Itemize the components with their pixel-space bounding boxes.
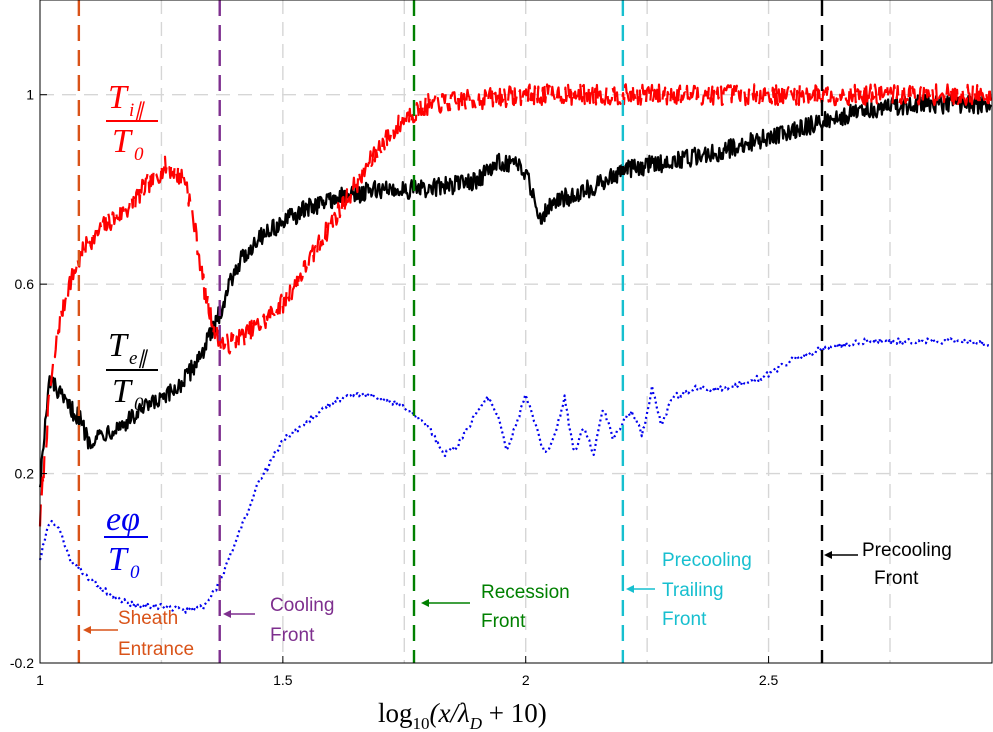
- annotation-sheath: Sheath Entrance: [83, 608, 194, 660]
- phi-label: eφ T 0: [104, 501, 148, 583]
- te-label-den-sub: 0: [134, 394, 144, 415]
- cooling-arrow-head: [223, 610, 231, 618]
- sheath-label-line2: Entrance: [118, 639, 194, 660]
- annotation-trailing: Precooling Trailing Front: [626, 550, 752, 630]
- x-axis-label-log: log: [378, 698, 413, 728]
- precooling-label-line2: Front: [874, 568, 919, 589]
- series-line-phi: [38, 337, 992, 614]
- trailing-label-line1: Precooling: [662, 550, 752, 571]
- phi-label-num: eφ: [106, 501, 140, 538]
- series-layer: [38, 83, 993, 614]
- recession-arrow-head: [421, 599, 429, 607]
- vline-layer: [77, 0, 824, 663]
- phi-label-den-sub: 0: [130, 562, 140, 583]
- x-axis-label-arg: (x/λ: [430, 698, 470, 728]
- trailing-label-line2: Trailing: [662, 580, 724, 601]
- y-tick-label: 0.6: [15, 276, 35, 292]
- y-tick-label: 1: [26, 87, 34, 103]
- x-tick-label: 2.5: [759, 672, 779, 688]
- cooling-label-line1: Cooling: [270, 595, 334, 616]
- annotation-cooling: Cooling Front: [223, 595, 334, 646]
- y-tick-label: -0.2: [10, 655, 34, 671]
- te-label-main: T: [108, 327, 129, 364]
- ti-label-den-sub: 0: [134, 144, 144, 165]
- phi-label-den: T: [108, 541, 129, 578]
- x-axis-label-rest: + 10): [482, 698, 547, 728]
- y-tick-label: 0.2: [15, 466, 35, 482]
- ti-label-den: T: [112, 123, 133, 160]
- sheath-label-line1: Sheath: [118, 608, 178, 629]
- te-label-sub: e∥: [129, 348, 148, 369]
- x-tick-label: 1.5: [273, 672, 293, 688]
- trailing-arrow-head: [626, 585, 634, 593]
- recession-label-line1: Recession: [481, 582, 570, 603]
- cooling-label-line2: Front: [270, 625, 315, 646]
- x-axis-label: log10(x/λD + 10): [378, 698, 547, 732]
- trailing-label-line3: Front: [662, 609, 707, 630]
- annotation-precooling: Precooling Front: [824, 540, 952, 589]
- x-axis-label-arg-sub: D: [469, 714, 483, 732]
- ti-label: T i∥ T 0: [106, 79, 158, 165]
- tick-layer: 1 1.5 2 2.5 -0.2 0.2 0.6 1: [10, 87, 779, 688]
- precooling-arrow-head: [824, 551, 832, 559]
- x-tick-label: 2: [522, 672, 530, 688]
- x-tick-label: 1: [36, 672, 44, 688]
- x-axis-label-sub: 10: [413, 714, 430, 732]
- te-label-den: T: [112, 373, 133, 410]
- plot-frame: [39, 0, 993, 664]
- series-line-te: [38, 93, 993, 488]
- series-line-ti: [38, 83, 993, 527]
- precooling-label-line1: Precooling: [862, 540, 952, 561]
- ti-label-sub: i∥: [129, 100, 145, 121]
- te-label: T e∥ T 0: [106, 327, 158, 415]
- sheath-arrow-head: [83, 626, 91, 634]
- recession-label-line2: Front: [481, 611, 526, 632]
- annotation-recession: Recession Front: [421, 582, 570, 632]
- ti-label-main: T: [108, 79, 129, 116]
